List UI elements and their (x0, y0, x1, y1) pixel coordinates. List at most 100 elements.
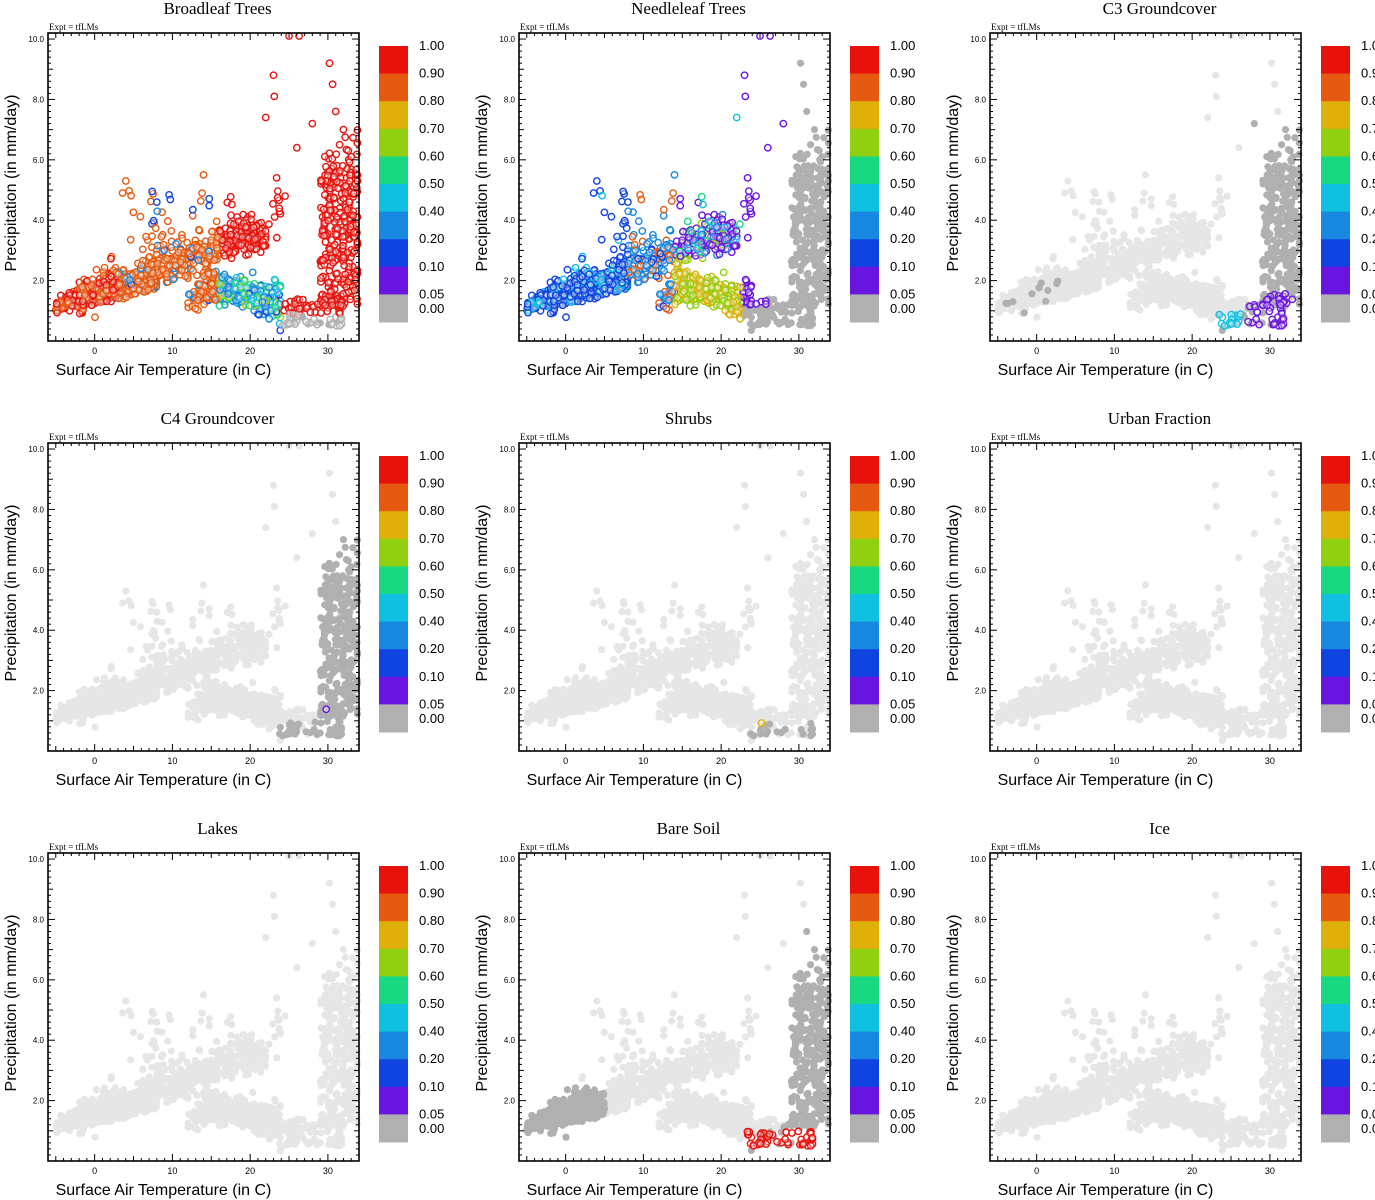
expt-label: Expt = tfLMs (49, 22, 99, 32)
data-point (718, 215, 726, 224)
colorbar-swatch (850, 156, 879, 185)
data-point (634, 254, 642, 263)
data-point (794, 307, 802, 315)
data-point (679, 227, 687, 236)
data-point (194, 225, 203, 234)
data-point (814, 206, 823, 214)
data-point (995, 300, 1003, 308)
data-point (224, 283, 233, 292)
data-point (795, 171, 803, 179)
data-points (522, 32, 833, 334)
data-point (310, 315, 318, 324)
data-point (261, 227, 270, 236)
data-point (188, 205, 197, 214)
data-point (1089, 279, 1097, 287)
data-points (51, 32, 362, 335)
colorbar-label: 1.00 (419, 38, 444, 53)
x-tick-label: 10 (638, 346, 648, 356)
data-point (796, 59, 805, 67)
data-point (558, 301, 567, 310)
data-point (586, 280, 595, 289)
data-point (248, 268, 257, 277)
data-point (245, 301, 254, 310)
data-point (717, 243, 726, 252)
data-point (323, 171, 332, 180)
data-point (788, 309, 796, 317)
data-point (797, 245, 805, 254)
data-point (343, 248, 352, 257)
data-point (777, 308, 785, 316)
data-point (328, 301, 337, 309)
colorbar-swatch (850, 128, 879, 157)
data-point (147, 260, 156, 269)
data-point (162, 269, 171, 278)
data-point (649, 234, 657, 243)
data-point (157, 232, 166, 241)
data-point (100, 263, 109, 272)
data-point (711, 276, 720, 285)
data-point (125, 276, 134, 285)
data-point (249, 223, 258, 232)
data-point (151, 224, 160, 233)
data-point (344, 288, 353, 297)
colorbar-label: 0.90 (890, 66, 915, 81)
data-point (102, 286, 111, 295)
data-point (589, 189, 598, 197)
data-point (676, 201, 685, 210)
data-point (138, 245, 147, 254)
data-point (1138, 280, 1146, 288)
data-point (191, 304, 200, 313)
data-point (1089, 260, 1097, 269)
data-point (1136, 296, 1144, 304)
data-point (269, 71, 278, 80)
data-point (797, 185, 805, 193)
colorbar-label: 0.80 (419, 93, 444, 108)
data-point (744, 187, 753, 196)
data-point (147, 278, 156, 287)
data-point (624, 207, 633, 216)
data-point (1155, 244, 1163, 252)
data-point (324, 278, 333, 287)
colorbar-swatch (379, 156, 408, 185)
data-point (185, 249, 194, 258)
data-point (1076, 277, 1084, 286)
data-point (341, 133, 350, 142)
colorbar-label: 0.10 (890, 259, 915, 274)
data-point (343, 205, 352, 214)
data-point (1057, 294, 1065, 303)
colorbar-label: 0.20 (890, 231, 915, 246)
data-point (800, 162, 808, 170)
data-point (691, 270, 700, 279)
data-point (640, 275, 649, 284)
data-point (226, 230, 235, 239)
data-point (814, 248, 823, 257)
data-point (163, 217, 172, 226)
data-point (306, 308, 315, 317)
data-point (207, 227, 216, 236)
x-tick-label: 10 (167, 346, 177, 356)
data-point (808, 314, 817, 322)
colorbar-swatch (379, 128, 408, 157)
data-point (325, 184, 334, 193)
colorbar-swatch (850, 266, 879, 295)
data-point (801, 173, 809, 181)
data-point (1131, 267, 1139, 275)
data-point (270, 92, 279, 101)
data-point (609, 245, 618, 254)
y-tick-label: 10.0 (28, 35, 44, 44)
data-point (147, 243, 156, 252)
data-point (290, 300, 299, 308)
data-point (716, 301, 725, 310)
data-point (329, 162, 338, 171)
data-point (1207, 315, 1215, 323)
data-point (795, 217, 803, 225)
data-point (1049, 255, 1057, 263)
data-point (292, 143, 301, 152)
data-point (142, 232, 150, 241)
colorbar-label: 0.10 (419, 259, 444, 274)
data-point (341, 270, 350, 279)
colorbar-label: 0.60 (419, 148, 444, 163)
data-point (89, 290, 98, 299)
data-point (1034, 266, 1042, 274)
